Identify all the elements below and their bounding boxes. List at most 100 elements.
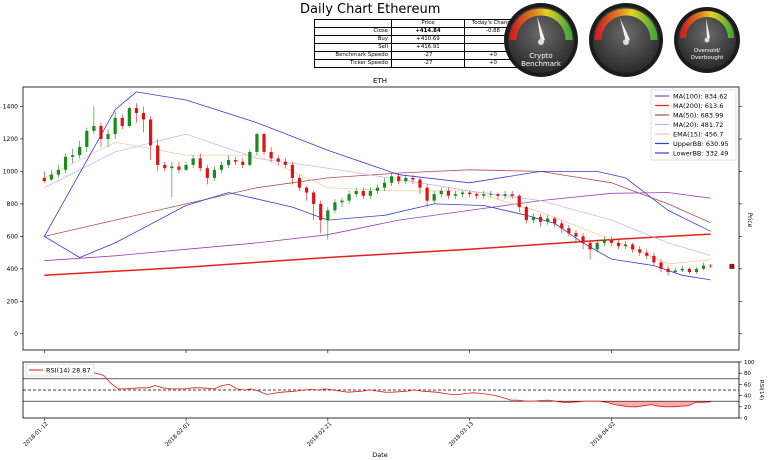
gauge-label: Crypto [529,52,552,60]
candle-body [588,242,592,250]
last-close-marker [729,263,735,269]
candle-body [482,194,486,196]
candle-body [581,236,585,243]
candle-body [149,119,153,146]
gauge-needle [706,18,710,40]
candle-body [120,117,124,126]
candle-body [319,203,323,221]
candle-body [134,108,139,113]
rsi-y-tick-label: 60 [744,382,751,388]
candle-body [312,192,316,204]
candle-body [659,262,663,269]
candle-body [127,108,131,126]
candle-body [687,268,691,273]
candle-body [666,268,670,273]
ma50-line [44,169,711,237]
y-tick-label: 400 [7,266,19,273]
quote-table: Price Today's Change Close +414.84 -0.88… [314,19,522,68]
candle-body [538,216,543,222]
rsi-y-tick-label: 40 [744,394,751,400]
candle-body [226,160,231,165]
candle-body [609,239,613,243]
gauge-needle [620,18,630,42]
candle-body [248,151,252,165]
candle-body [553,218,557,224]
candle-body [432,194,436,201]
candle-body [517,195,521,208]
candle-body [460,192,465,195]
gauge-label: Benchmark [521,60,562,68]
price-axis-label: Price [746,213,753,228]
rsi-line [44,367,711,408]
gauge-label: Oversold/ [694,48,720,54]
candle-body [141,112,146,120]
candle-body [368,190,372,196]
candle-body [652,255,656,263]
candle-body [453,194,458,196]
x-tick-label: 2018-03-13 [448,421,475,448]
candle-body [42,177,46,182]
candle-body [283,161,287,165]
candle-body [645,252,649,256]
candle-body [397,176,401,182]
candle-body [49,174,53,180]
candle-body [382,182,387,188]
rsi-y-tick-label: 20 [744,405,751,411]
candle-body [191,158,195,165]
x-axis-label: Date [372,451,388,459]
rsi-legend: RSI(14) 28.87 [25,363,95,377]
x-tick-label: 2018-02-01 [165,421,192,448]
ma20-line [44,133,711,256]
candle-body [297,177,302,188]
candle-body [574,233,578,237]
rsi-y-tick-label: 100 [744,360,755,366]
candle-body [411,177,415,180]
rsi-y-tick-label: 80 [744,371,751,377]
legend: MA(100): 834.62 MA(200): 613.6MA(50): 683… [650,89,737,161]
candle-body [545,218,550,222]
candle-body [56,169,61,175]
x-tick-label: 2018-01-12 [23,421,50,448]
candle-body [468,192,472,195]
candle-body [219,164,224,170]
candle-body [113,117,117,135]
candle-body [361,190,365,196]
candle-body [234,160,238,162]
y-tick-label: 800 [7,201,19,208]
candle-body [595,242,599,250]
candle-body [623,244,628,247]
legend-label: EMA(15): 456.7 [673,130,723,138]
candle-body [503,194,507,196]
legend-label: MA(50): 683.99 [673,111,723,119]
quote-row: Ticker Speedo -27 +0 [314,59,522,68]
gauge-needle [537,16,545,42]
candle-body [439,190,443,195]
gauge-oversold-overbought: Oversold/ Overbought [674,7,740,73]
candle-body [163,164,167,169]
candle-body [390,176,394,183]
candle-body [404,177,408,182]
gauges: Crypto Benchmark Oversold/ Overbought [504,3,740,77]
y-tick-label: 1400 [3,103,18,110]
ma200-line [44,233,711,277]
lowerbb-line [44,192,711,281]
candle-body [694,268,699,273]
candle-body [184,164,188,170]
gauge-crypto-benchmark: Crypto Benchmark [504,3,578,77]
candle-body [212,169,217,178]
candle-body [269,151,273,159]
y-tick-label: 0 [14,331,18,338]
candle-body [304,187,309,193]
rsi-oversold-fill [44,401,711,407]
candle-body [156,145,160,165]
legend-label: UpperBB: 630.95 [673,140,729,148]
candle-body [354,190,358,195]
candle-body [425,187,429,201]
candle-body [106,134,110,139]
price-plot-frame [22,86,740,351]
candle-body [510,194,514,196]
x-tick-label: 2018-02-21 [306,421,333,448]
candle-body [347,194,351,201]
candle-body [680,268,684,271]
candle-body [333,202,337,211]
